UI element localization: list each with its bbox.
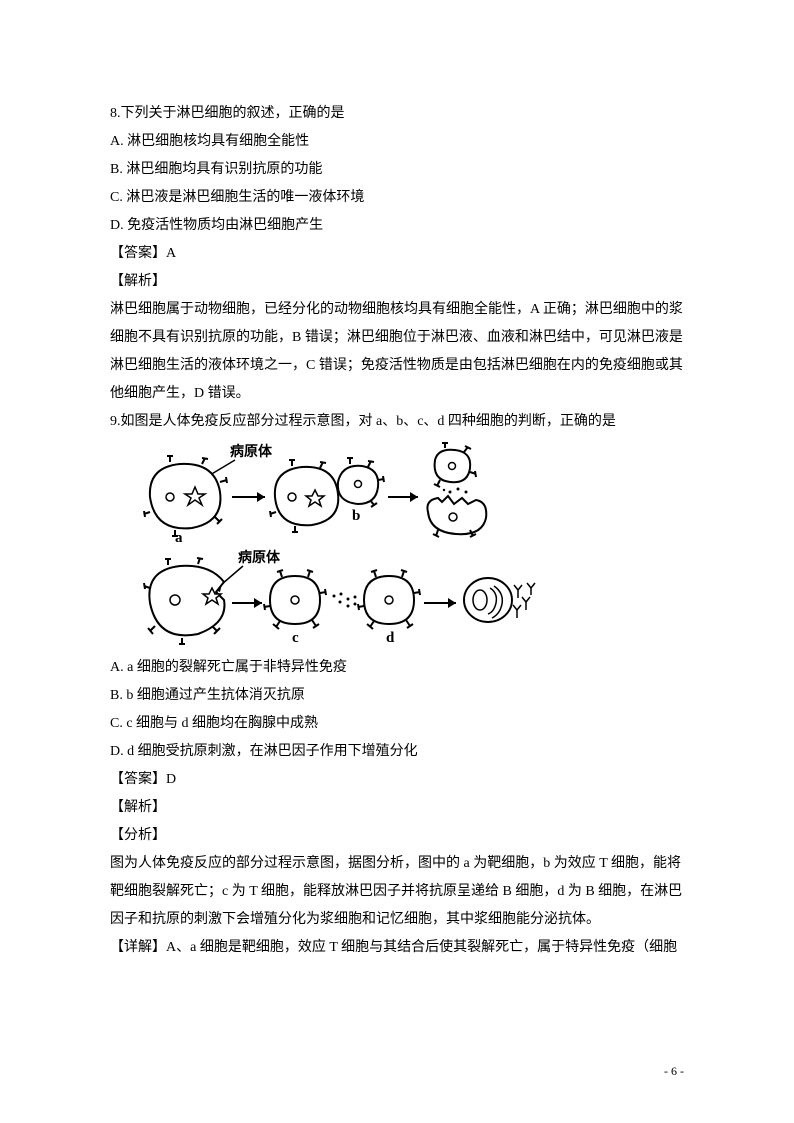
q9-option-b: B. b 细胞通过产生抗体消灭抗原 [110, 682, 684, 710]
q8-option-d: D. 免疫活性物质均由淋巴细胞产生 [110, 212, 684, 240]
immune-diagram-top: 病原体 a [120, 442, 500, 542]
answer-label: 【答案】 [110, 246, 166, 261]
cell-a [144, 456, 227, 536]
cell-a-with-b [270, 458, 384, 532]
answer-value: D [166, 772, 176, 787]
q8-explain-text: 淋巴细胞属于动物细胞，已经分化的动物细胞核均具有细胞全能性，A 正确；淋巴细胞中… [110, 296, 684, 408]
document-page: 8.下列关于淋巴细胞的叙述，正确的是 A. 淋巴细胞核均具有细胞全能性 B. 淋… [0, 0, 794, 1022]
phagocyte [144, 558, 224, 644]
page-number: - 6 - [664, 1059, 684, 1083]
q9-option-d: D. d 细胞受抗原刺激，在淋巴因子作用下增殖分化 [110, 738, 684, 766]
label-b: b [352, 508, 360, 524]
q9-option-c: C. c 细胞与 d 细胞均在胸腺中成熟 [110, 710, 684, 738]
label-d: d [386, 630, 395, 646]
lysis-result [427, 443, 486, 537]
q9-stem-text: 如图是人体免疫反应部分过程示意图，对 a、b、c、d 四种细胞的判断，正确的是 [121, 414, 616, 429]
q8-stem: 8.下列关于淋巴细胞的叙述，正确的是 [110, 100, 684, 128]
detail-text: A、a 细胞是靶细胞，效应 T 细胞与其结合后使其裂解死亡，属于特异性免疫（细胞 [166, 940, 677, 955]
cell-d [358, 570, 420, 629]
q8-answer: 【答案】A [110, 240, 684, 268]
q9-option-a: A. a 细胞的裂解死亡属于非特异性免疫 [110, 654, 684, 682]
plasma-cell [464, 578, 512, 622]
antibodies [513, 583, 535, 618]
pathogen-label-top: 病原体 [230, 443, 273, 459]
q9-explain-label: 【解析】 [110, 794, 684, 822]
q9-detail: 【详解】A、a 细胞是靶细胞，效应 T 细胞与其结合后使其裂解死亡，属于特异性免… [110, 934, 684, 962]
diagram-row-2: 病原体 [120, 548, 684, 648]
q8-number: 8. [110, 106, 121, 121]
q8-option-b: B. 淋巴细胞均具有识别抗原的功能 [110, 156, 684, 184]
label-c: c [292, 630, 299, 646]
q8-option-a: A. 淋巴细胞核均具有细胞全能性 [110, 128, 684, 156]
detail-label: 【详解】 [110, 940, 166, 955]
diagram-row-1: 病原体 a [120, 442, 684, 542]
q8-explain-label: 【解析】 [110, 268, 684, 296]
q9-answer: 【答案】D [110, 766, 684, 794]
q9-stem: 9.如图是人体免疫反应部分过程示意图，对 a、b、c、d 四种细胞的判断，正确的… [110, 408, 684, 436]
label-a: a [175, 530, 183, 542]
q9-analysis-label: 【分析】 [110, 822, 684, 850]
q9-number: 9. [110, 414, 121, 429]
immune-diagram-bottom: 病原体 [120, 548, 540, 648]
pathogen-label-bottom: 病原体 [238, 549, 281, 565]
q8-stem-text: 下列关于淋巴细胞的叙述，正确的是 [121, 106, 345, 121]
cell-c [264, 570, 326, 629]
answer-value: A [166, 246, 176, 261]
q9-analysis-text: 图为人体免疫反应的部分过程示意图，据图分析，图中的 a 为靶细胞，b 为效应 T… [110, 850, 684, 934]
answer-label: 【答案】 [110, 772, 166, 787]
q8-option-c: C. 淋巴液是淋巴细胞生活的唯一液体环境 [110, 184, 684, 212]
